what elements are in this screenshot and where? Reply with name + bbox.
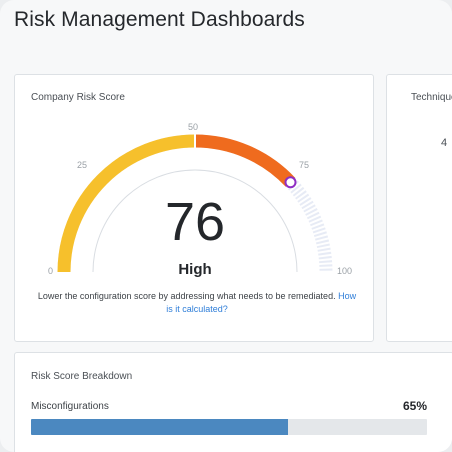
gauge-marker [284,176,297,189]
gauge-tick-75: 75 [299,160,310,170]
risk-description-text: Lower the configuration score by address… [37,291,336,301]
misconfigurations-bar-fill [31,419,289,435]
misconfigurations-label: Misconfigurations [31,401,109,412]
gauge-inner-arc [92,169,298,273]
gauge-fill [57,134,196,273]
risk-breakdown-card: Risk Score Breakdown Misconfigurations 6… [14,352,452,452]
risk-score-value: 76 [164,192,226,252]
gauge-tick-50: 50 [188,122,199,132]
company-risk-score-card: Company Risk Score 0 25 50 75 100 76 Hig… [14,74,374,342]
misconfigurations-percent: 65% [402,399,427,413]
misconfigurations-bar-track [31,419,427,435]
gauge-tick-25: 25 [77,160,88,170]
risk-card-title: Company Risk Score [31,92,125,103]
risk-gauge [57,134,333,273]
techniques-value: 4 [441,137,448,149]
techniques-card: Techniques 4 [386,74,452,342]
how-calculated-link[interactable]: How is it calculated? [166,291,357,314]
gauge-tick-100: 100 [337,266,353,276]
breakdown-card-title: Risk Score Breakdown [31,371,133,382]
gauge-tick-0: 0 [48,266,54,276]
techniques-card-title: Techniques [411,92,452,103]
risk-description: Lower the configuration score by address… [37,290,357,316]
risk-level-label: High [178,261,212,278]
gauge-fill-end [194,134,296,187]
page-title: Risk Management Dashboards [14,8,305,31]
